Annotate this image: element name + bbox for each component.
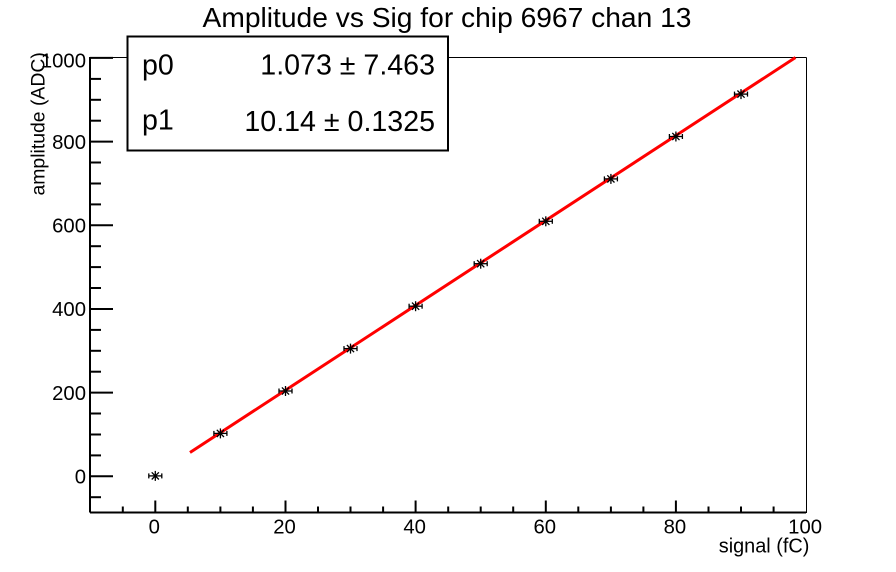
svg-text:amplitude (ADC): amplitude (ADC) [28, 52, 50, 195]
svg-text:600: 600 [52, 216, 86, 238]
svg-text:0: 0 [149, 517, 160, 539]
svg-text:Amplitude vs Sig for chip 6967: Amplitude vs Sig for chip 6967 chan 13 [203, 1, 692, 33]
svg-text:200: 200 [52, 383, 86, 405]
svg-text:0: 0 [75, 467, 86, 489]
svg-text:10.14 ± 0.1325: 10.14 ± 0.1325 [244, 106, 435, 138]
svg-text:80: 80 [664, 517, 687, 539]
svg-text:p0: p0 [142, 50, 174, 82]
svg-text:20: 20 [273, 517, 296, 539]
svg-text:60: 60 [534, 517, 557, 539]
svg-text:1.073 ± 7.463: 1.073 ± 7.463 [260, 50, 435, 82]
svg-text:800: 800 [52, 132, 86, 154]
svg-text:p1: p1 [142, 105, 174, 137]
svg-text:1000: 1000 [41, 50, 86, 72]
svg-text:40: 40 [403, 517, 426, 539]
svg-text:signal (fC): signal (fC) [719, 536, 810, 558]
svg-text:400: 400 [52, 299, 86, 321]
svg-text:100: 100 [788, 517, 822, 539]
